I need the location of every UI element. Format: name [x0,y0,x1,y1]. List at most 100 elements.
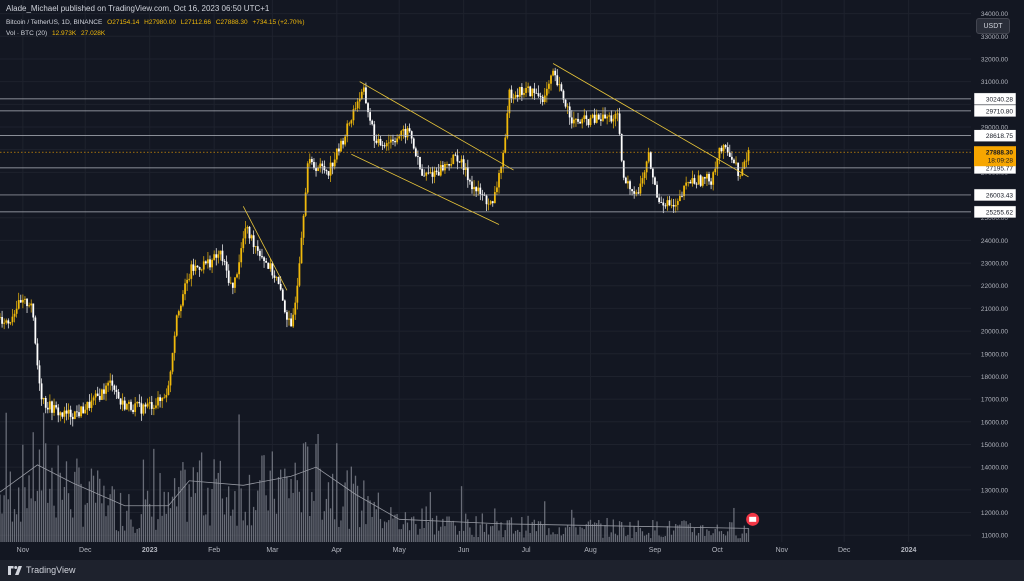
volume-bar [248,474,251,542]
candle-body [575,118,577,120]
candle-body [664,205,667,207]
volume-bar [729,522,731,542]
volume-bar [392,518,394,542]
volume-bar [26,508,28,542]
ohlc-change: +734.15 (+2.70%) [252,19,305,26]
ohlc-open: O27154.14 [107,19,140,26]
event-marker-icon[interactable] [746,512,760,526]
volume-bar [130,519,132,542]
volume-bar [400,529,402,542]
candle-body [637,192,640,194]
candle-body [94,393,97,398]
footer-brand: TradingView [26,565,76,575]
volume-bar [394,514,396,542]
volume-bar [498,530,500,542]
candle-body [681,195,683,197]
candle-body [281,289,284,301]
candle-body [244,228,247,239]
volume-bar [155,529,157,542]
candle-body [373,124,376,141]
volume-label[interactable]: Vol · BTC (20) [6,30,48,37]
volume-bar [598,520,600,542]
volume-bar [356,485,359,542]
candle-body [113,385,116,390]
volume-bar [325,498,328,542]
volume-bar [142,459,145,542]
candle-body [421,168,423,176]
volume-bar [194,493,197,542]
volume-bar [616,535,619,542]
candle-body [743,161,746,169]
volume-bar [687,524,689,542]
volume-bar [221,498,224,542]
volume-bar [294,462,296,542]
volume-bar [69,509,72,542]
volume-bar [510,517,513,542]
volume-bar [417,534,419,542]
volume-bar [706,529,708,542]
candle-body [78,412,80,417]
volume-bar [435,515,438,542]
candle-body [570,117,573,124]
symbol-title[interactable]: Bitcoin / TetherUS, 1D, BINANCE [6,19,103,26]
candle-body [587,118,590,126]
volume-bar [184,469,186,542]
price-chart[interactable]: Nov Dec 2023 Feb Mar Apr May Jun Jul Aug Sep Oct Nov… [0,0,1024,560]
level-label-box [973,205,1017,219]
candle-body [259,250,261,257]
candle-body [123,400,126,410]
volume-bar [334,519,336,542]
volume-bar [327,482,330,542]
volume-bar [383,521,386,542]
candle-body [489,201,492,204]
trend-lines [242,63,749,291]
candle-body [63,410,66,417]
candle-body [508,89,511,114]
candle-body [554,70,557,76]
currency-button[interactable]: USDT [976,18,1010,34]
candle-body [273,275,276,278]
candle-body [202,261,205,270]
candle-body [42,397,45,400]
candle-body [691,178,694,184]
candle-body [498,173,500,188]
volume-bar [623,527,625,542]
candle-body [427,172,430,174]
volume-bar [63,487,66,542]
volume-bar [246,525,249,542]
candle-body [545,88,548,96]
candle-body [581,119,584,124]
candle-body [227,270,230,283]
volume-bar [600,523,602,542]
volume-bar [396,513,398,542]
trend-line [359,81,514,171]
candle-body [518,86,521,97]
candle-body [109,380,112,383]
volume-bar [631,538,633,542]
tradingview-logo[interactable]: TradingView [8,565,76,575]
candle-body [728,152,731,157]
volume-bar [675,523,677,542]
candle-body [656,184,658,198]
volume-bar [467,519,469,542]
volume-bar [365,524,367,542]
candle-body [431,172,434,177]
candle-body [706,173,708,179]
volume-bar [207,487,209,542]
volume-bar [386,522,388,542]
trend-line [242,206,288,291]
candle-body [71,416,74,420]
candle-body [479,187,482,195]
volume-bar [151,516,153,542]
candle-body [602,114,604,121]
candle-body [319,163,322,168]
volume-bar [448,516,450,542]
volume-bar [323,511,325,542]
volume-bar [49,488,51,542]
volume-bar [415,524,417,542]
candle-body [583,115,586,120]
level-label: 25255.62 [986,209,1013,216]
candle-body [215,254,218,258]
candle-body [36,343,39,366]
candle-body [412,138,415,149]
